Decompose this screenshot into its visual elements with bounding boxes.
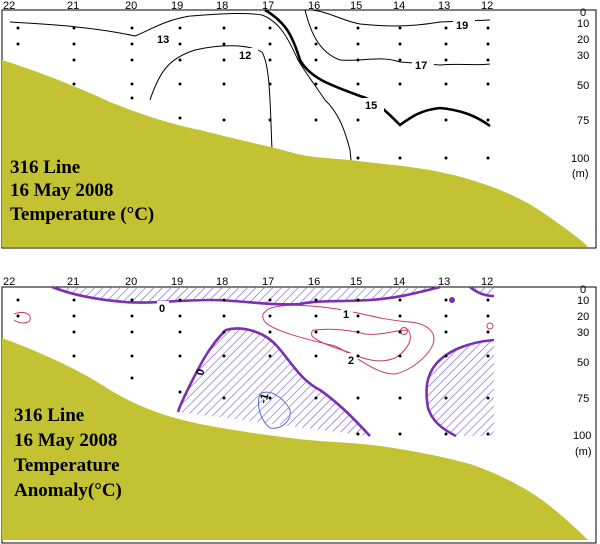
station-label: 12 — [481, 0, 493, 12]
station-label: 18 — [216, 0, 228, 12]
station-label: 15 — [350, 276, 362, 288]
contour-label-0-rotated: 0 — [194, 368, 207, 377]
panel-title-line: Anomaly(°C) — [14, 480, 122, 501]
contour-plus-one — [262, 304, 435, 375]
isotherm-17 — [304, 9, 491, 66]
panel-title-line: 16 May 2008 — [10, 180, 113, 201]
depth-label: 0 — [580, 7, 586, 19]
station-label: 15 — [350, 0, 362, 12]
depth-label: 50 — [577, 80, 589, 92]
depth-unit: (m) — [575, 446, 592, 458]
depth-label: 50 — [577, 357, 589, 369]
contour-plus-small-left — [13, 311, 31, 324]
station-label: 20 — [125, 276, 137, 288]
station-label: 14 — [393, 0, 405, 12]
station-label: 16 — [308, 276, 320, 288]
depth-label: 20 — [577, 311, 589, 323]
zero-contour-corner — [469, 285, 495, 298]
depth-label: 100 — [573, 430, 591, 442]
station-label: 13 — [438, 276, 450, 288]
panel-title-line: 16 May 2008 — [14, 430, 117, 451]
panel-title-line: Temperature — [14, 455, 120, 476]
depth-unit: (m) — [572, 168, 589, 180]
temperature-anomaly-panel: 0 1 2 0 -1 22 21 20 19 18 17 16 15 14 — [1, 276, 597, 544]
depth-label: 0 — [580, 284, 586, 296]
negative-anomaly-area-right — [426, 340, 494, 436]
station-label: 19 — [171, 276, 183, 288]
station-label: 17 — [262, 276, 274, 288]
depth-label: 75 — [577, 393, 589, 405]
contour-plus-two — [311, 328, 411, 362]
panel-title-line: Temperature (°C) — [10, 204, 154, 225]
station-label: 14 — [393, 276, 405, 288]
contour-label-minus-1: -1 — [257, 392, 271, 405]
station-label: 21 — [67, 0, 79, 12]
isotherm-13 — [9, 12, 353, 171]
zero-contour-right — [425, 338, 495, 438]
depth-label: 100 — [571, 153, 589, 165]
zero-contour-middle — [176, 327, 371, 437]
station-label: 12 — [481, 276, 493, 288]
contour-label-1: 1 — [343, 309, 349, 321]
contour-label-13: 13 — [157, 34, 169, 46]
station-dots-bottom — [16, 298, 490, 436]
contour-label-2: 2 — [348, 355, 354, 367]
zero-contour-top — [51, 285, 441, 306]
depth-label: 30 — [577, 327, 589, 339]
depth-label: 10 — [577, 18, 589, 30]
negative-anomaly-area-middle — [178, 328, 370, 436]
station-label: 16 — [308, 0, 320, 12]
isotherm-19 — [311, 9, 491, 27]
panel-title-line: 316 Line — [14, 405, 84, 426]
seafloor-land-bottom — [2, 338, 588, 540]
contour-minus-one — [257, 391, 291, 429]
station-label: 17 — [262, 0, 274, 12]
isotherm-12 — [149, 45, 273, 151]
contour-label-0: 0 — [159, 303, 165, 315]
contour-label-12: 12 — [239, 50, 251, 62]
zero-contour-dot — [449, 297, 455, 303]
station-label: 13 — [438, 0, 450, 12]
contour-label-19: 19 — [456, 20, 468, 32]
depth-label: 75 — [577, 115, 589, 127]
station-label: 19 — [171, 0, 183, 12]
depth-label: 20 — [577, 34, 589, 46]
contour-plus-ring — [486, 322, 494, 330]
temperature-panel: 19 17 15 13 12 22 21 20 19 18 17 16 15 — [1, 0, 597, 249]
contour-label-15: 15 — [365, 100, 377, 112]
panel-title-line: 316 Line — [10, 157, 80, 178]
station-label: 21 — [67, 276, 79, 288]
station-label: 18 — [216, 276, 228, 288]
depth-label: 10 — [577, 295, 589, 307]
depth-label: 30 — [577, 50, 589, 62]
seafloor-land-top — [2, 60, 588, 247]
station-dots-top — [16, 26, 490, 160]
station-label: 20 — [125, 0, 137, 12]
station-label: 22 — [3, 0, 15, 12]
contour-label-17: 17 — [415, 60, 427, 72]
station-label: 22 — [3, 276, 15, 288]
negative-anomaly-corner — [470, 287, 494, 296]
